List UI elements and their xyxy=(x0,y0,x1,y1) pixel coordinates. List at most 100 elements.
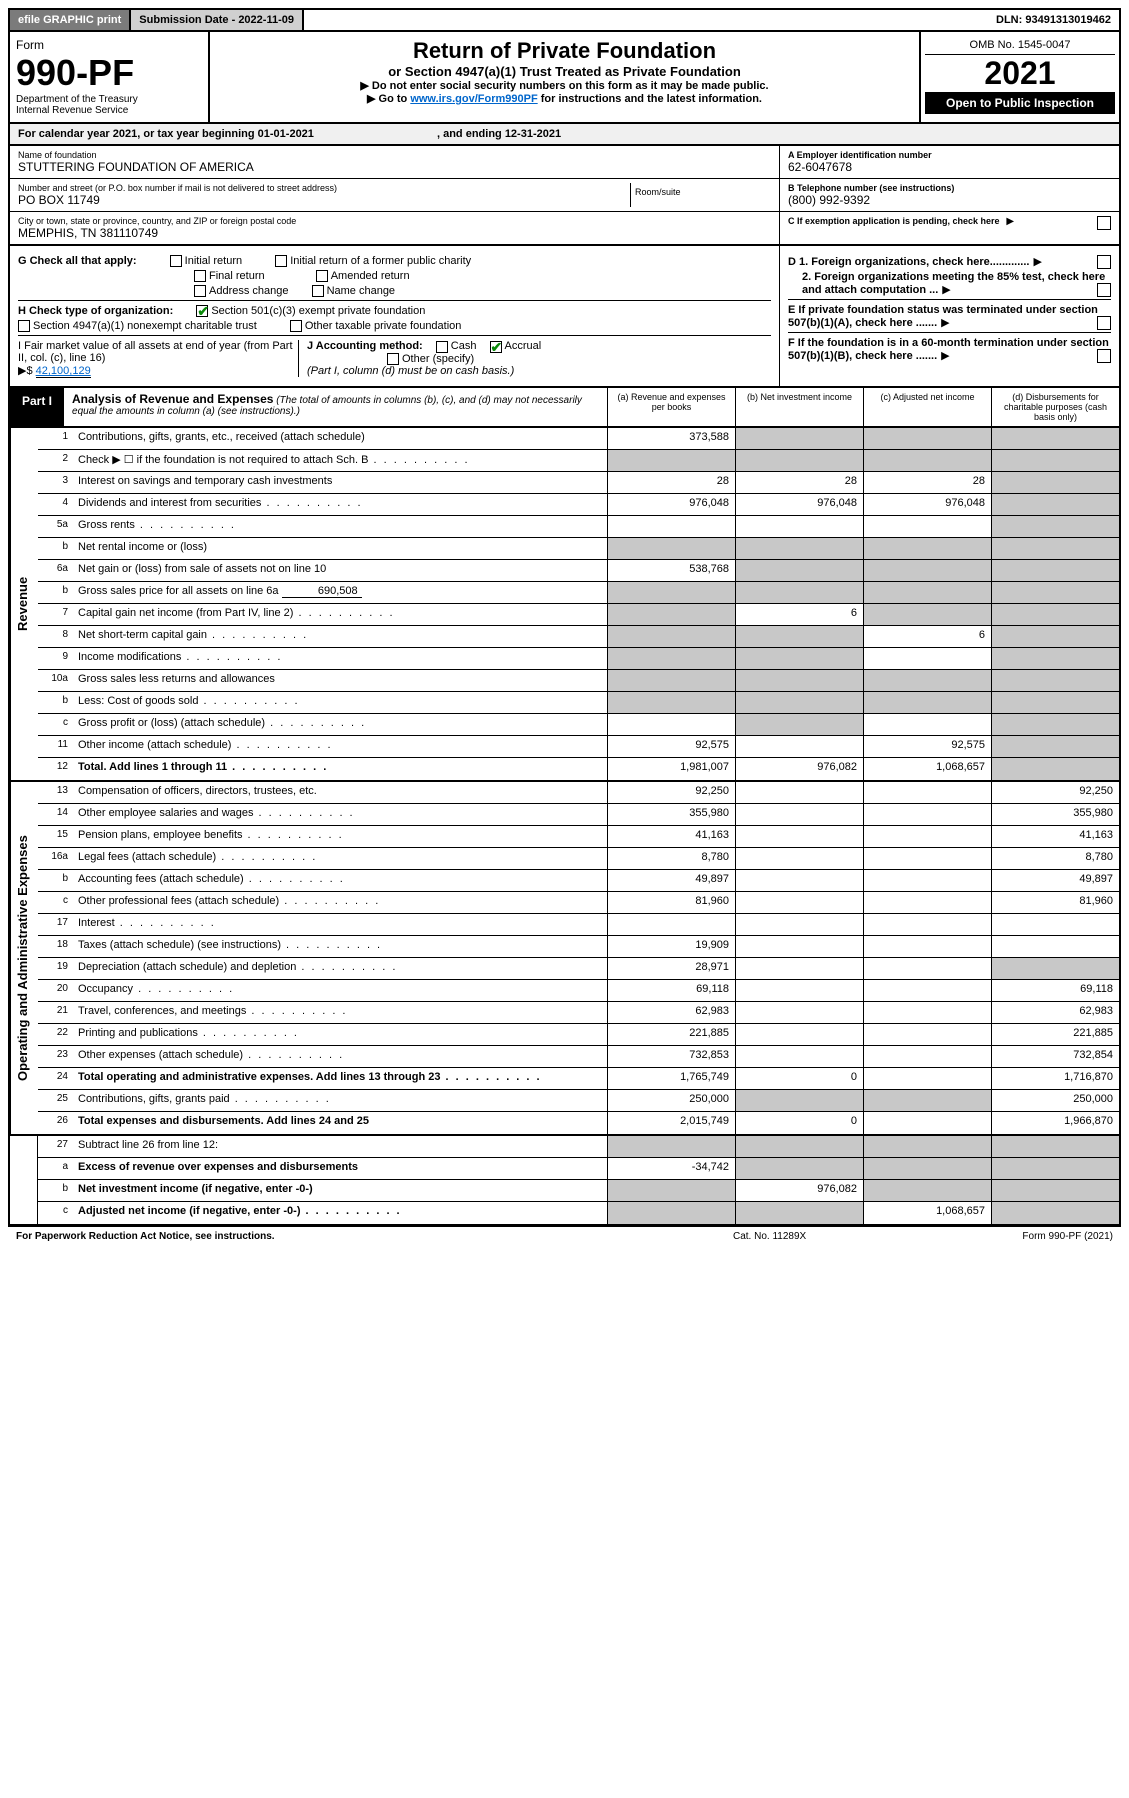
ck-other-method[interactable] xyxy=(387,353,399,365)
line-19: Depreciation (attach schedule) and deple… xyxy=(74,958,607,979)
name-label: Name of foundation xyxy=(18,150,771,160)
irs-link[interactable]: www.irs.gov/Form990PF xyxy=(410,93,537,105)
g-label: G Check all that apply: xyxy=(18,255,137,267)
phone: (800) 992-9392 xyxy=(788,193,1111,207)
col-c-hdr: (c) Adjusted net income xyxy=(863,388,991,426)
efile-btn[interactable]: efile GRAPHIC print xyxy=(10,10,131,30)
line-16a: Legal fees (attach schedule) xyxy=(74,848,607,869)
tax-year: 2021 xyxy=(925,55,1115,92)
col-d-hdr: (d) Disbursements for charitable purpose… xyxy=(991,388,1119,426)
top-bar: efile GRAPHIC print Submission Date - 20… xyxy=(8,8,1121,32)
line-6a: Net gain or (loss) from sale of assets n… xyxy=(74,560,607,581)
page-footer: For Paperwork Reduction Act Notice, see … xyxy=(8,1226,1121,1246)
expenses-table: Operating and Administrative Expenses 13… xyxy=(8,782,1121,1136)
line-15: Pension plans, employee benefits xyxy=(74,826,607,847)
line-9: Income modifications xyxy=(74,648,607,669)
ck-4947[interactable] xyxy=(18,320,30,332)
form-ref: Form 990-PF (2021) xyxy=(933,1231,1113,1242)
line-5b: Net rental income or (loss) xyxy=(74,538,607,559)
exemption-label: C If exemption application is pending, c… xyxy=(788,216,1000,226)
d2-label: 2. Foreign organizations meeting the 85%… xyxy=(802,271,1105,296)
ck-other-tax[interactable] xyxy=(290,320,302,332)
exemption-checkbox[interactable] xyxy=(1097,216,1111,230)
ck-501c3[interactable] xyxy=(196,305,208,317)
revenue-side: Revenue xyxy=(10,428,38,780)
addr-label: Number and street (or P.O. box number if… xyxy=(18,183,630,193)
line-16b: Accounting fees (attach schedule) xyxy=(74,870,607,891)
ck-amended[interactable] xyxy=(316,270,328,282)
ck-d2[interactable] xyxy=(1097,283,1111,297)
line-27a: Excess of revenue over expenses and disb… xyxy=(74,1158,607,1179)
part1-tab: Part I xyxy=(10,388,64,426)
form-subtitle: or Section 4947(a)(1) Trust Treated as P… xyxy=(216,64,913,79)
city-state-zip: MEMPHIS, TN 381110749 xyxy=(18,226,771,240)
line-2: Check ▶ ☐ if the foundation is not requi… xyxy=(74,450,607,471)
line-27c: Adjusted net income (if negative, enter … xyxy=(74,1202,607,1224)
d1-label: D 1. Foreign organizations, check here..… xyxy=(788,256,1029,268)
h-label: H Check type of organization: xyxy=(18,305,173,317)
ck-cash[interactable] xyxy=(436,341,448,353)
summary-table: 27Subtract line 26 from line 12: aExcess… xyxy=(8,1136,1121,1226)
line-13: Compensation of officers, directors, tru… xyxy=(74,782,607,803)
room-label: Room/suite xyxy=(631,183,771,207)
ck-initial[interactable] xyxy=(170,255,182,267)
line-23: Other expenses (attach schedule) xyxy=(74,1046,607,1067)
section-g-h: G Check all that apply: Initial return I… xyxy=(8,246,1121,388)
line-24: Total operating and administrative expen… xyxy=(74,1068,607,1089)
instr-ssn: ▶ Do not enter social security numbers o… xyxy=(216,79,913,92)
address: PO BOX 11749 xyxy=(18,193,630,207)
line-20: Occupancy xyxy=(74,980,607,1001)
line-7: Capital gain net income (from Part IV, l… xyxy=(74,604,607,625)
i-label: I Fair market value of all assets at end… xyxy=(18,340,293,364)
line-11: Other income (attach schedule) xyxy=(74,736,607,757)
line-17: Interest xyxy=(74,914,607,935)
line-22: Printing and publications xyxy=(74,1024,607,1045)
ck-e[interactable] xyxy=(1097,316,1111,330)
line-5a: Gross rents xyxy=(74,516,607,537)
line-27b: Net investment income (if negative, ente… xyxy=(74,1180,607,1201)
paperwork-notice: For Paperwork Reduction Act Notice, see … xyxy=(16,1231,733,1242)
line-18: Taxes (attach schedule) (see instruction… xyxy=(74,936,607,957)
instr-link: ▶ Go to www.irs.gov/Form990PF for instru… xyxy=(216,92,913,105)
ein: 62-6047678 xyxy=(788,160,1111,174)
omb-number: OMB No. 1545-0047 xyxy=(925,36,1115,55)
line-10b: Less: Cost of goods sold xyxy=(74,692,607,713)
ck-accrual[interactable] xyxy=(490,341,502,353)
city-label: City or town, state or province, country… xyxy=(18,216,771,226)
line-16c: Other professional fees (attach schedule… xyxy=(74,892,607,913)
form-word: Form xyxy=(16,38,202,52)
line-4: Dividends and interest from securities xyxy=(74,494,607,515)
ck-address[interactable] xyxy=(194,285,206,297)
dept-treasury: Department of the Treasury Internal Reve… xyxy=(16,94,202,116)
ck-final[interactable] xyxy=(194,270,206,282)
form-header: Form 990-PF Department of the Treasury I… xyxy=(8,32,1121,124)
open-inspection: Open to Public Inspection xyxy=(925,92,1115,114)
form-title: Return of Private Foundation xyxy=(216,38,913,64)
form-page: efile GRAPHIC print Submission Date - 20… xyxy=(0,0,1129,1254)
line-6b: Gross sales price for all assets on line… xyxy=(74,582,607,603)
arrow-icon: ▶ xyxy=(1006,216,1014,227)
ck-d1[interactable] xyxy=(1097,255,1111,269)
entity-info: Name of foundation STUTTERING FOUNDATION… xyxy=(8,146,1121,246)
part1-header: Part I Analysis of Revenue and Expenses … xyxy=(8,388,1121,428)
ck-name[interactable] xyxy=(312,285,324,297)
ck-initial-public[interactable] xyxy=(275,255,287,267)
form-number: 990-PF xyxy=(16,52,202,94)
cat-no: Cat. No. 11289X xyxy=(733,1231,933,1242)
expenses-side: Operating and Administrative Expenses xyxy=(10,782,38,1134)
line-12: Total. Add lines 1 through 11 xyxy=(74,758,607,780)
col-b-hdr: (b) Net investment income xyxy=(735,388,863,426)
line-14: Other employee salaries and wages xyxy=(74,804,607,825)
line-21: Travel, conferences, and meetings xyxy=(74,1002,607,1023)
ck-f[interactable] xyxy=(1097,349,1111,363)
col-a-hdr: (a) Revenue and expenses per books xyxy=(607,388,735,426)
line-1: Contributions, gifts, grants, etc., rece… xyxy=(74,428,607,449)
line-25: Contributions, gifts, grants paid xyxy=(74,1090,607,1111)
line-27: Subtract line 26 from line 12: xyxy=(74,1136,607,1157)
line-8: Net short-term capital gain xyxy=(74,626,607,647)
submission-date: Submission Date - 2022-11-09 xyxy=(131,10,304,30)
revenue-table: Revenue 1Contributions, gifts, grants, e… xyxy=(8,428,1121,782)
foundation-name: STUTTERING FOUNDATION OF AMERICA xyxy=(18,160,771,174)
calendar-year-row: For calendar year 2021, or tax year begi… xyxy=(8,124,1121,146)
line-3: Interest on savings and temporary cash i… xyxy=(74,472,607,493)
